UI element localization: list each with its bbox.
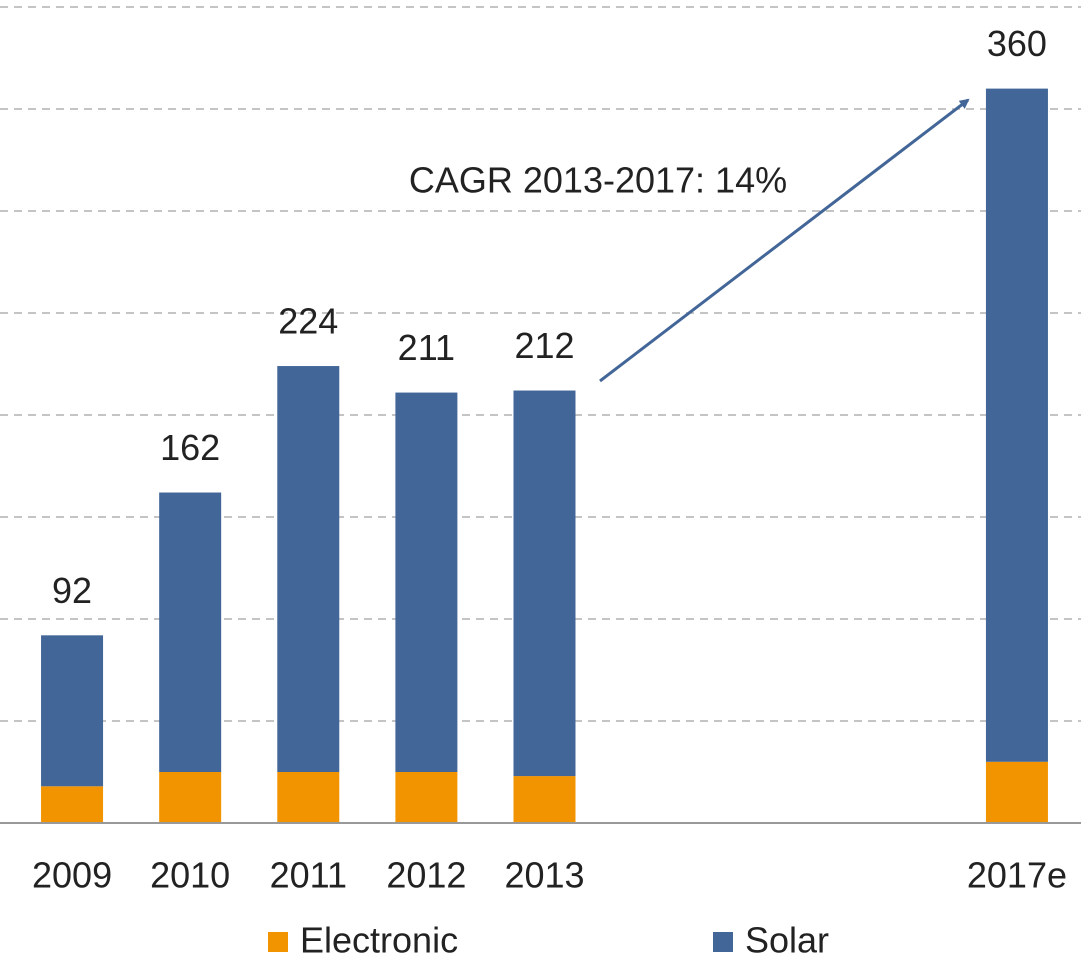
total-label: 212	[514, 325, 574, 366]
total-label: 92	[52, 570, 92, 611]
x-tick-label: 2009	[32, 855, 112, 896]
x-tick-label: 2010	[150, 855, 230, 896]
grid	[0, 6, 1081, 722]
total-label: 360	[987, 23, 1047, 64]
total-label: 224	[278, 301, 338, 342]
legend-swatch	[713, 932, 733, 952]
cagr-arrow	[599, 98, 970, 383]
total-label: 162	[160, 427, 220, 468]
bar-segment	[41, 786, 104, 823]
bar-segment	[513, 390, 576, 777]
legend-swatch	[268, 932, 288, 952]
x-tick-label: 2012	[386, 855, 466, 896]
legend-label: Electronic	[300, 920, 458, 959]
bar-segment	[985, 761, 1048, 823]
bar-segment	[985, 88, 1048, 762]
bar-segment	[277, 366, 340, 772]
x-tick-label: 2011	[270, 855, 347, 896]
x-tick-label: 2013	[504, 855, 584, 896]
bar-segment	[513, 776, 576, 823]
bar-segment	[159, 772, 222, 823]
bar-segment	[395, 772, 458, 823]
x-tick-label: 2017e	[967, 855, 1067, 896]
annotation: CAGR 2013-2017: 14%	[409, 160, 787, 201]
bar-segment	[277, 772, 340, 823]
bar-segment	[41, 635, 104, 787]
total-label: 211	[398, 327, 455, 368]
bar-segment	[395, 392, 458, 772]
legend-label: Solar	[745, 920, 829, 959]
bar-segment	[159, 492, 222, 772]
bars	[41, 88, 1048, 823]
